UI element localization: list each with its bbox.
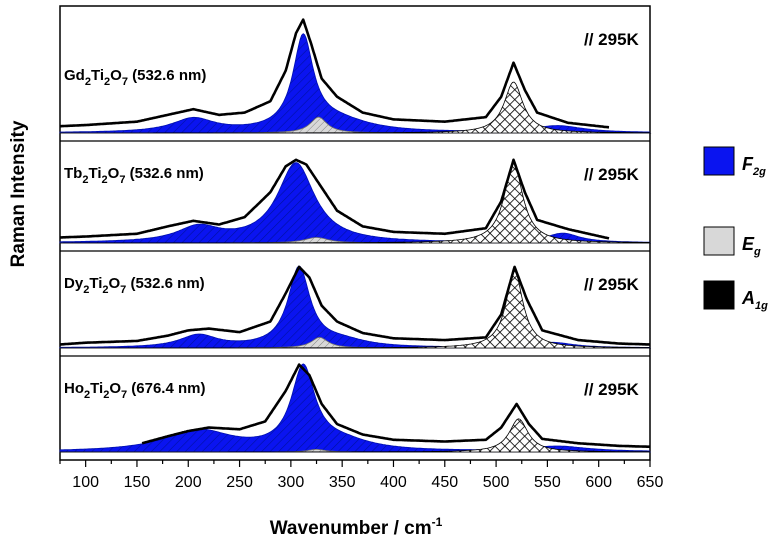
compound-label: Gd2Ti2O7 (532.6 nm) <box>64 67 206 88</box>
legend-swatch <box>703 226 735 256</box>
spectrum-line <box>59 18 610 129</box>
x-tick-label: 650 <box>637 474 664 491</box>
legend-label: A1g <box>741 288 768 312</box>
x-tick-label: 400 <box>380 474 407 491</box>
x-tick-label: 600 <box>585 474 612 491</box>
mode-a1g-fill <box>60 163 651 244</box>
mode-f2g-fill <box>59 162 651 244</box>
panel-tb: Tb2Ti2O7 (532.6 nm) // 295K <box>59 140 651 244</box>
mode-a1g-fill <box>60 418 651 453</box>
x-tick-label: 250 <box>226 474 253 491</box>
panel-dy: Dy2Ti2O7 (532.6 nm) // 295K <box>59 250 652 349</box>
mode-a1g-fill <box>60 81 652 134</box>
x-tick-label: 350 <box>329 474 356 491</box>
plot-frame <box>59 5 651 461</box>
polarization-label: // 295K <box>584 275 640 294</box>
legend: F2g Eg A1g <box>703 146 768 312</box>
polarization-label: // 295K <box>584 165 640 184</box>
x-tick-label: 100 <box>72 474 99 491</box>
x-tick-label: 550 <box>534 474 561 491</box>
x-tick-label: 300 <box>278 474 305 491</box>
mode-f2g-fill <box>59 33 651 134</box>
x-axis-label-main: Wavenumber / cm <box>270 518 432 539</box>
polarization-label: // 295K <box>584 30 640 49</box>
spectrum-line <box>59 265 651 346</box>
legend-label: Eg <box>742 234 761 258</box>
y-axis-label: Raman Intensity <box>8 120 29 267</box>
x-tick-label: 450 <box>431 474 458 491</box>
x-axis: 100 150 200 250 300 350 400 450 500 550 600 650 <box>59 460 664 491</box>
x-tick-label: 500 <box>483 474 510 491</box>
mode-a1g-fill <box>60 271 652 349</box>
legend-item-eg: Eg <box>703 226 761 258</box>
x-tick-label: 150 <box>124 474 151 491</box>
legend-swatch <box>703 146 735 176</box>
spectrum-line <box>59 158 610 240</box>
mode-f2g-fill <box>59 265 651 349</box>
legend-swatch <box>703 280 735 310</box>
mode-f2g-fill <box>59 363 651 453</box>
x-axis-label: Wavenumber / cm-1 <box>270 515 443 539</box>
legend-item-a1g: A1g <box>703 280 768 312</box>
x-tick-label: 200 <box>175 474 202 491</box>
polarization-label: // 295K <box>584 380 640 399</box>
compound-label: Dy2Ti2O7 (532.6 nm) <box>64 275 205 296</box>
legend-label: F2g <box>742 154 766 178</box>
x-axis-label-sup: -1 <box>432 515 443 529</box>
compound-label: Tb2Ti2O7 (532.6 nm) <box>64 165 204 186</box>
compound-label: Ho2Ti2O7 (676.4 nm) <box>64 380 205 401</box>
legend-item-f2g: F2g <box>703 146 766 178</box>
panel-ho: Ho2Ti2O7 (676.4 nm) // 295K <box>59 355 651 453</box>
panel-gd: Gd2Ti2O7 (532.6 nm) // 295K <box>59 18 652 134</box>
spectrum-line <box>141 363 651 449</box>
